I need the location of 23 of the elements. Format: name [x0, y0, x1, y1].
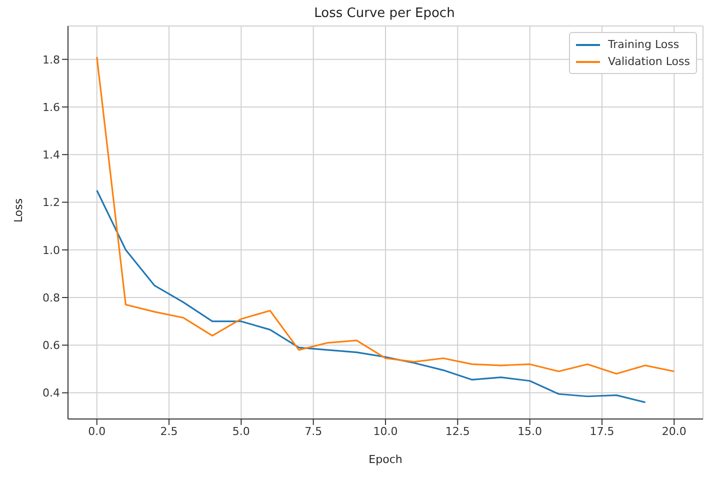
y-tick-label: 0.6	[42, 339, 60, 352]
y-tick-label: 1.4	[42, 148, 60, 162]
y-tick-label: 0.8	[42, 291, 60, 304]
x-tick-label: 2.5	[160, 424, 178, 438]
x-axis-title: Epoch	[368, 453, 402, 466]
x-tick-label: 10.0	[373, 424, 398, 438]
x-tick-label: 20.0	[662, 424, 686, 438]
x-tick-label: 15.0	[518, 424, 542, 438]
y-tick-label: 1.0	[42, 244, 60, 257]
y-tick-label: 0.4	[42, 386, 60, 400]
x-tick-label: 7.5	[304, 424, 322, 438]
x-tick-label: 17.5	[590, 424, 614, 438]
y-tick-label: 1.2	[42, 196, 60, 210]
y-tick-label: 1.6	[42, 100, 60, 114]
chart-title: Loss Curve per Epoch	[313, 6, 456, 21]
legend-label: Training Loss	[608, 37, 680, 53]
line-series	[96, 190, 646, 404]
y-tick-label: 1.8	[42, 53, 60, 66]
x-tick-label: 12.5	[445, 424, 470, 438]
legend-label: Validation Loss	[608, 54, 690, 70]
x-tick-label: 5.0	[232, 424, 250, 438]
x-tick-label: 0.0	[88, 424, 106, 438]
y-axis-title: Loss	[12, 198, 25, 222]
